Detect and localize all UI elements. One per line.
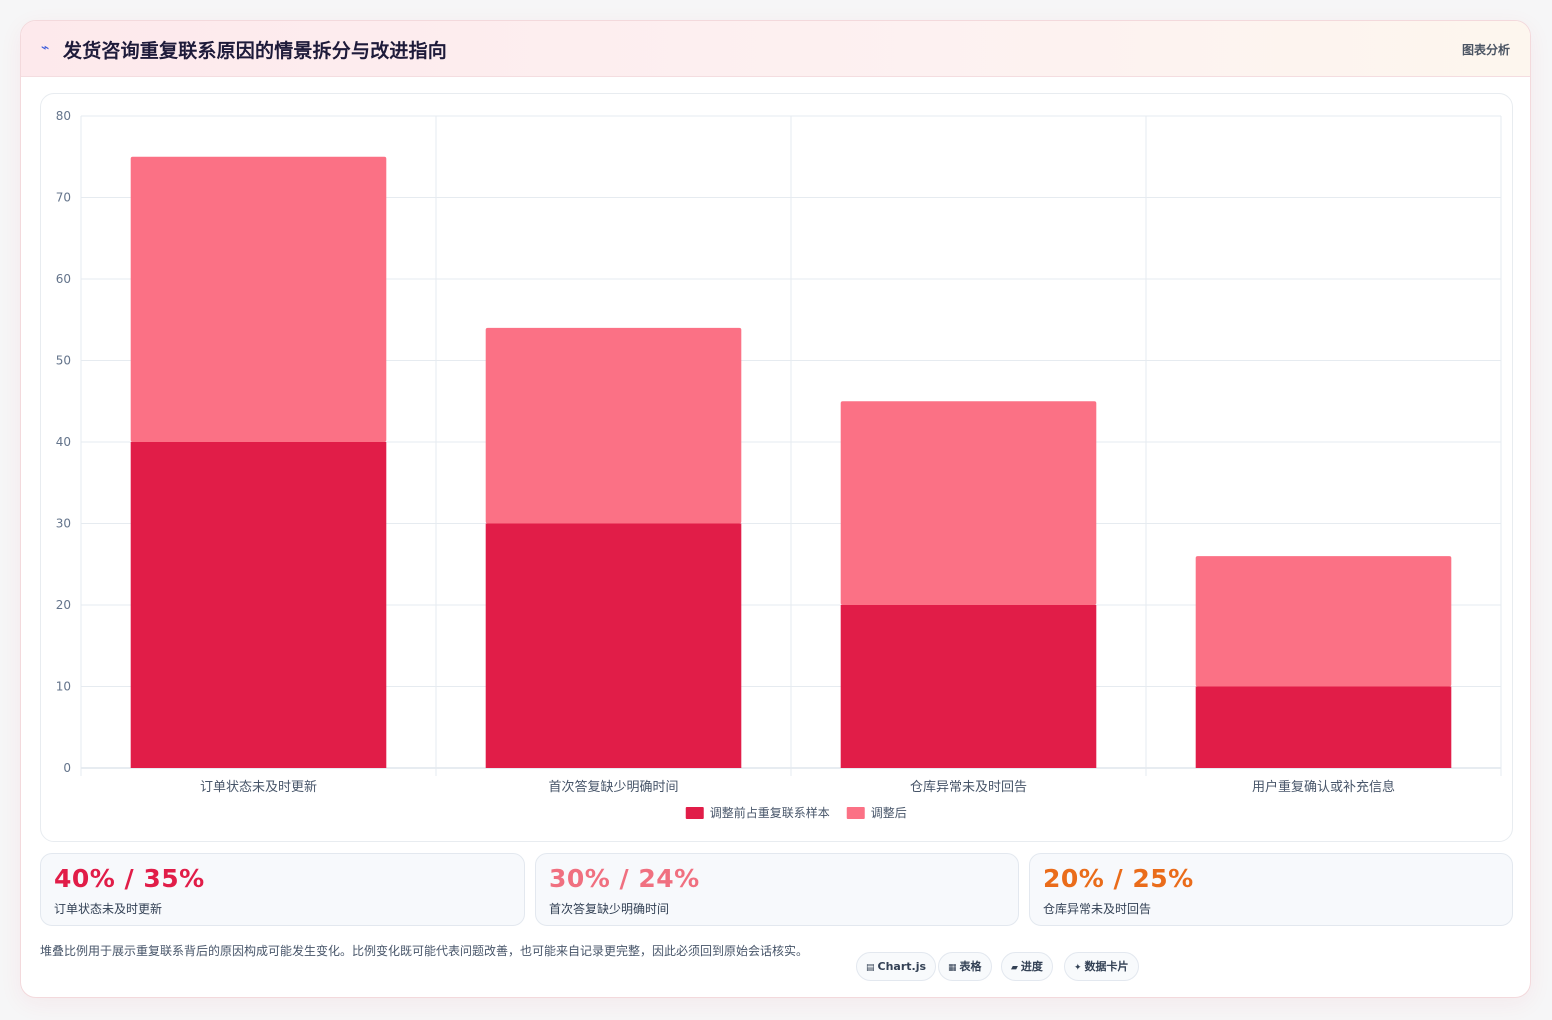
chart-icon: ▤ [866,963,875,973]
x-tick-label: 用户重复确认或补充信息 [1252,779,1395,795]
chip-chartjs[interactable]: ▤ Chart.js [856,952,937,981]
y-tick-label: 20 [56,598,71,612]
header-tag: 图表分析 [1461,43,1510,57]
y-tick-label: 50 [56,354,71,368]
legend-label: 调整后 [871,805,907,820]
y-tick-label: 10 [56,680,71,694]
progress-icon: ▰ [1011,963,1018,973]
stat-value: 30% / 24% [549,864,700,893]
chip-table[interactable]: ▦ 表格 [938,952,992,981]
x-tick-label: 仓库异常未及时回告 [910,779,1027,795]
y-tick-label: 40 [56,435,71,449]
chip-progress[interactable]: ▰ 进度 [1001,952,1053,981]
bar-after [1195,556,1452,687]
chip-label: 表格 [959,960,982,973]
stat-card-warehouse: 20% / 25% 仓库异常未及时回告 [1029,853,1513,926]
stat-value: 40% / 35% [54,864,205,893]
stat-card-first-reply: 30% / 24% 首次答复缺少明确时间 [535,853,1019,926]
chip-label: 进度 [1020,960,1043,973]
y-tick-label: 70 [56,191,71,205]
chip-label: Chart.js [877,960,927,973]
y-tick-label: 80 [56,109,71,123]
trend-icon: ⌁ [41,40,50,56]
stat-value: 20% / 25% [1043,864,1194,893]
bar-before [130,442,387,768]
chart-container: 0 10 20 30 40 50 60 70 80 订单状态未及时更新 首次答复缺少明确时间 仓库异常… [40,93,1513,842]
chart-card: ⌁ 发货咨询重复联系原因的情景拆分与改进指向 图表分析 0 10 20 30 40 50 6… [20,20,1531,998]
bar-after [485,327,742,524]
table-icon: ▦ [948,963,957,973]
y-tick-label: 30 [56,517,71,531]
chip-label: 数据卡片 [1084,960,1129,973]
stat-label: 仓库异常未及时回告 [1043,902,1152,916]
bar-before [840,605,1097,768]
bar-after [130,156,387,442]
stat-label: 订单状态未及时更新 [54,902,163,916]
legend-swatch [846,807,865,819]
x-tick-label: 首次答复缺少明确时间 [548,779,678,795]
y-tick-label: 60 [56,272,71,286]
sparkle-icon: ✦ [1074,963,1082,973]
stat-card-order-status: 40% / 35% 订单状态未及时更新 [40,853,525,926]
bar-before [485,523,742,768]
page-title: 发货咨询重复联系原因的情景拆分与改进指向 [63,40,448,62]
stat-label: 首次答复缺少明确时间 [549,902,670,916]
chip-data-card[interactable]: ✦ 数据卡片 [1064,952,1139,981]
stacked-bar-chart: 0 10 20 30 40 50 60 70 80 订单状态未及时更新 首次答复缺少明确时间 仓库异常… [56,109,1502,820]
legend-swatch [685,807,704,819]
card-header: ⌁ 发货咨询重复联系原因的情景拆分与改进指向 图表分析 [21,21,1530,77]
bar-after [840,401,1097,605]
x-tick-label: 订单状态未及时更新 [200,779,317,795]
bar-before [1195,686,1452,768]
legend-label: 调整前占重复联系样本 [710,805,830,820]
footnote: 堆叠比例用于展示重复联系背后的原因构成可能发生变化。比例变化既可能代表问题改善，… [40,944,809,958]
y-tick-label: 0 [63,761,71,775]
